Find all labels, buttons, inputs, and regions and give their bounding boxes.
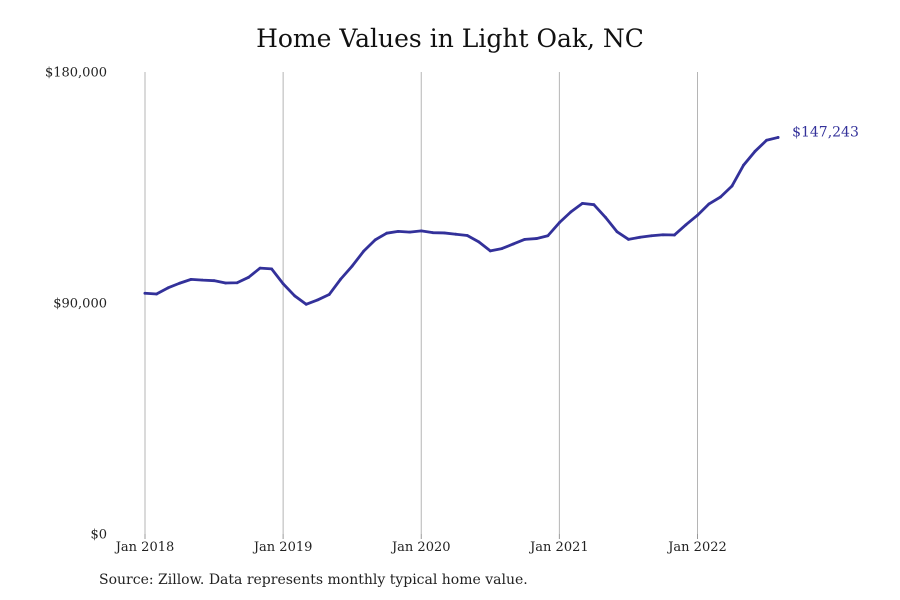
data-point bbox=[442, 231, 446, 235]
data-point bbox=[604, 215, 607, 219]
data-point bbox=[661, 233, 665, 237]
data-point bbox=[339, 277, 343, 281]
data-point bbox=[373, 238, 377, 242]
data-point bbox=[546, 234, 550, 238]
data-point bbox=[696, 213, 699, 217]
data-point bbox=[155, 292, 158, 296]
series-line bbox=[143, 136, 780, 306]
chart-title: Home Values in Light Oak, NC bbox=[256, 24, 644, 53]
data-point bbox=[224, 281, 227, 285]
data-point bbox=[730, 184, 734, 188]
data-point bbox=[350, 264, 354, 268]
data-point bbox=[201, 278, 204, 282]
x-tick-label: Jan 2020 bbox=[390, 540, 451, 555]
data-point bbox=[327, 293, 331, 296]
data-point bbox=[534, 237, 538, 240]
data-point bbox=[178, 281, 181, 285]
y-tick-label: $0 bbox=[90, 528, 107, 543]
data-point bbox=[673, 233, 676, 237]
data-point bbox=[212, 279, 216, 283]
data-point bbox=[523, 237, 527, 241]
data-point bbox=[569, 210, 573, 214]
data-point bbox=[742, 163, 745, 167]
data-point bbox=[454, 232, 458, 236]
data-point bbox=[776, 136, 780, 139]
data-point bbox=[235, 281, 239, 285]
data-point bbox=[719, 195, 722, 199]
data-point bbox=[684, 223, 688, 227]
data-point bbox=[707, 202, 711, 206]
data-point bbox=[247, 275, 250, 279]
data-point bbox=[477, 240, 481, 244]
series-group bbox=[143, 136, 780, 306]
y-axis-ticks: $0 $90,000 $180,000 bbox=[45, 66, 107, 543]
data-point bbox=[258, 266, 262, 270]
data-point bbox=[465, 234, 469, 237]
data-point bbox=[385, 231, 389, 235]
data-point bbox=[650, 234, 653, 238]
data-point bbox=[431, 231, 435, 235]
data-point bbox=[557, 221, 561, 225]
data-point bbox=[753, 149, 757, 153]
data-point bbox=[488, 249, 492, 253]
data-point bbox=[419, 229, 423, 233]
vertical-gridlines bbox=[144, 72, 698, 534]
data-point bbox=[627, 237, 630, 241]
y-tick-label: $90,000 bbox=[53, 297, 107, 312]
data-point bbox=[304, 302, 308, 306]
x-tick-label: Jan 2021 bbox=[528, 540, 589, 555]
data-point bbox=[316, 298, 320, 302]
data-point bbox=[500, 247, 504, 250]
data-point bbox=[615, 230, 619, 234]
x-axis-ticks: Jan 2018 Jan 2019 Jan 2020 Jan 2021 Jan 2022 bbox=[114, 534, 727, 555]
data-point bbox=[581, 202, 584, 205]
data-point bbox=[396, 229, 400, 233]
data-point bbox=[293, 294, 297, 298]
data-point bbox=[592, 203, 596, 207]
data-point bbox=[362, 249, 366, 253]
data-point bbox=[270, 267, 274, 271]
end-value-label: $147,243 bbox=[792, 124, 859, 140]
x-tick-label: Jan 2019 bbox=[252, 540, 313, 555]
end-label-group: $147,243 bbox=[792, 124, 859, 140]
data-point bbox=[408, 230, 412, 234]
source-note: Source: Zillow. Data represents monthly … bbox=[99, 572, 528, 588]
data-point bbox=[638, 235, 642, 239]
data-point bbox=[281, 282, 285, 286]
x-tick-label: Jan 2022 bbox=[666, 540, 727, 555]
data-point bbox=[765, 138, 768, 142]
y-tick-label: $180,000 bbox=[45, 66, 107, 81]
x-tick-label: Jan 2018 bbox=[114, 540, 175, 555]
data-point bbox=[189, 277, 193, 281]
data-point bbox=[143, 291, 147, 295]
data-point bbox=[511, 242, 515, 246]
data-point bbox=[166, 286, 170, 290]
